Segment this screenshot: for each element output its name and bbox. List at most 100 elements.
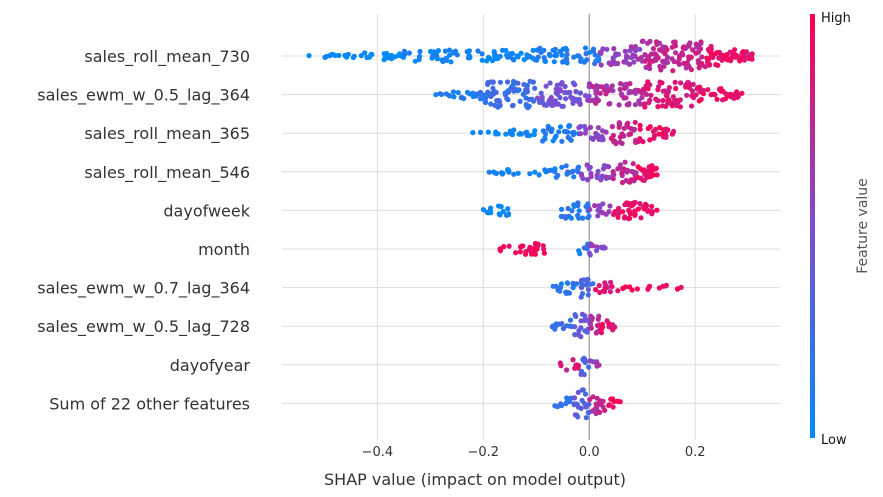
shap-point xyxy=(593,401,599,407)
shap-point xyxy=(622,159,628,165)
shap-point xyxy=(490,91,496,97)
shap-point xyxy=(579,282,585,288)
shap-point xyxy=(595,316,601,322)
shap-point xyxy=(571,401,577,407)
shap-point xyxy=(433,92,439,98)
shap-point xyxy=(653,165,660,171)
shap-point xyxy=(588,315,594,321)
shap-point xyxy=(712,92,718,98)
shap-point xyxy=(713,62,719,68)
shap-point xyxy=(550,138,556,144)
shap-point xyxy=(630,169,636,175)
shap-point xyxy=(581,400,588,407)
shap-point xyxy=(637,122,643,128)
shap-point xyxy=(658,65,664,71)
shap-point xyxy=(722,55,728,61)
shap-point xyxy=(523,130,529,136)
shap-point xyxy=(520,91,526,97)
shap-point xyxy=(590,48,597,54)
shap-point xyxy=(527,171,533,177)
shap-point xyxy=(620,285,626,291)
shap-point xyxy=(686,43,692,49)
shap-point xyxy=(626,102,632,108)
shap-point xyxy=(549,324,555,330)
colorbar-title: Feature value xyxy=(855,178,871,274)
shap-point xyxy=(614,398,620,404)
shap-point xyxy=(594,244,600,250)
shap-point xyxy=(646,100,652,106)
shap-point xyxy=(705,46,712,53)
shap-point xyxy=(572,324,578,330)
shap-point xyxy=(604,46,610,52)
shap-point xyxy=(559,206,565,212)
shap-point xyxy=(576,328,582,334)
shap-point xyxy=(511,171,517,177)
shap-point xyxy=(603,174,609,180)
shap-point xyxy=(640,86,646,92)
shap-point xyxy=(537,48,543,55)
shap-point xyxy=(623,55,630,61)
shap-point xyxy=(467,55,473,61)
shap-point xyxy=(532,128,538,134)
feature-row-1 xyxy=(433,78,745,111)
shap-point xyxy=(602,245,608,251)
shap-point xyxy=(488,101,494,107)
shap-point xyxy=(593,287,599,293)
shap-point xyxy=(642,52,648,58)
shap-point xyxy=(571,174,577,180)
shap-point xyxy=(480,207,486,213)
shap-point xyxy=(590,359,596,365)
shap-point xyxy=(627,179,633,185)
shap-point xyxy=(567,323,573,329)
shap-point xyxy=(609,83,615,89)
shap-point xyxy=(520,243,526,249)
shap-point xyxy=(594,395,600,401)
shap-point xyxy=(540,243,546,249)
shap-point xyxy=(532,85,538,91)
shap-point xyxy=(606,164,612,170)
colorbar-gradient xyxy=(810,14,815,438)
shap-point xyxy=(513,250,519,256)
shap-point xyxy=(575,389,581,395)
feature-row-6 xyxy=(550,276,684,300)
shap-point xyxy=(547,80,553,86)
shap-point xyxy=(492,102,498,108)
shap-point xyxy=(686,54,692,60)
shap-point xyxy=(524,86,530,92)
shap-point xyxy=(470,90,476,96)
shap-point xyxy=(559,213,565,219)
shap-point xyxy=(562,83,568,90)
shap-point xyxy=(615,214,621,220)
shap-point xyxy=(621,125,627,131)
shap-point xyxy=(582,45,589,51)
feature-label-4: dayofweek xyxy=(163,201,250,220)
shap-point xyxy=(616,102,622,108)
shap-point xyxy=(401,48,407,54)
shap-point xyxy=(627,88,633,94)
shap-point xyxy=(684,92,690,98)
shap-point xyxy=(690,81,696,87)
shap-point xyxy=(526,96,532,102)
shap-point xyxy=(741,57,748,63)
shap-point xyxy=(666,85,673,91)
shap-point xyxy=(592,203,598,209)
shap-point xyxy=(649,168,655,174)
shap-point xyxy=(585,410,591,416)
shap-point xyxy=(501,244,507,250)
shap-point xyxy=(608,135,614,141)
shap-point xyxy=(610,88,616,94)
shap-point xyxy=(607,101,613,107)
shap-point xyxy=(600,201,606,207)
shap-point xyxy=(500,209,506,215)
feature-row-0 xyxy=(306,38,755,74)
shap-point xyxy=(626,215,633,221)
shap-point xyxy=(532,251,539,257)
shap-point xyxy=(515,170,521,176)
shap-point xyxy=(609,124,616,130)
shap-point xyxy=(573,281,580,287)
shap-point xyxy=(475,48,481,54)
shap-point xyxy=(595,125,602,131)
shap-point xyxy=(619,131,625,137)
shap-point xyxy=(647,38,653,45)
shap-point xyxy=(505,206,511,212)
